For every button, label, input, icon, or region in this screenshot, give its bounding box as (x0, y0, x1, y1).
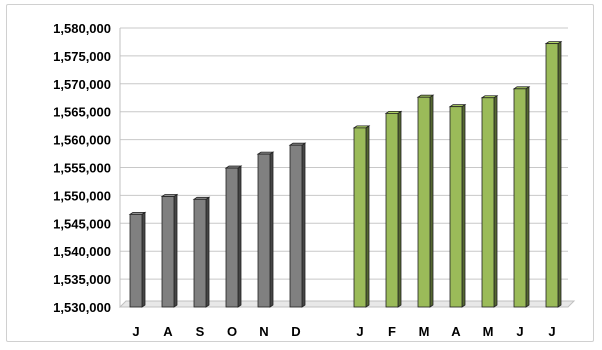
bar-front (481, 97, 495, 308)
y-tick-label: 1,570,000 (53, 77, 111, 92)
bar (384, 110, 403, 308)
bar (480, 95, 499, 308)
bar-side (493, 95, 498, 308)
bar-side (461, 103, 466, 308)
bar (352, 125, 371, 308)
x-tick-label: O (227, 324, 237, 339)
y-tick-label: 1,555,000 (53, 161, 111, 176)
x-tick-label: M (483, 324, 494, 339)
bar-front (545, 43, 559, 308)
bar-side (557, 40, 562, 308)
x-tick-label: N (259, 324, 268, 339)
x-tick-label: A (451, 324, 461, 339)
y-tick-label: 1,580,000 (53, 21, 111, 36)
bar-front (129, 213, 143, 308)
bar (416, 94, 435, 308)
bar-side (429, 94, 434, 308)
bar (224, 165, 243, 308)
bar (160, 193, 179, 308)
y-tick-label: 1,550,000 (53, 188, 111, 203)
bar (128, 211, 147, 308)
bar-front (353, 127, 367, 308)
gridlines (120, 27, 568, 308)
y-tick-label: 1,535,000 (53, 272, 111, 287)
y-axis-ticks: 1,530,000 1,535,000 1,540,000 1,545,000 1,55… (53, 21, 111, 315)
bar (448, 103, 467, 308)
bar-side (205, 196, 210, 308)
bar-side (301, 142, 306, 308)
bar-side (173, 193, 178, 308)
bars (128, 40, 563, 308)
bar-front (257, 153, 271, 308)
bar (544, 40, 563, 308)
bar-front (449, 106, 463, 308)
bar-front (417, 96, 431, 308)
bar-front (193, 198, 207, 308)
bar-side (141, 211, 146, 308)
bar (512, 86, 531, 308)
x-tick-label: M (419, 324, 430, 339)
bar-side (237, 165, 242, 308)
bar-front (289, 144, 303, 308)
bar-front (513, 88, 527, 308)
bar (192, 196, 211, 308)
x-tick-label: J (548, 324, 555, 339)
y-tick-label: 1,545,000 (53, 216, 111, 231)
y-tick-label: 1,540,000 (53, 244, 111, 259)
y-tick-label: 1,530,000 (53, 300, 111, 315)
x-tick-label: J (132, 324, 139, 339)
bar-side (525, 86, 530, 308)
x-tick-label: S (196, 324, 205, 339)
x-tick-label: J (356, 324, 363, 339)
y-tick-label: 1,560,000 (53, 133, 111, 148)
bar-side (365, 125, 370, 308)
bar-front (385, 112, 399, 308)
x-tick-label: D (291, 324, 300, 339)
bar-front (161, 196, 175, 308)
y-tick-label: 1,565,000 (53, 105, 111, 120)
bar (256, 151, 275, 308)
x-tick-label: J (516, 324, 523, 339)
bar-front (225, 167, 239, 308)
x-tick-label: A (163, 324, 173, 339)
bar-side (397, 110, 402, 308)
bar-side (269, 151, 274, 308)
bar (288, 142, 307, 308)
x-tick-label: F (388, 324, 396, 339)
y-tick-label: 1,575,000 (53, 49, 111, 64)
chart-floor-plane (118, 300, 576, 308)
